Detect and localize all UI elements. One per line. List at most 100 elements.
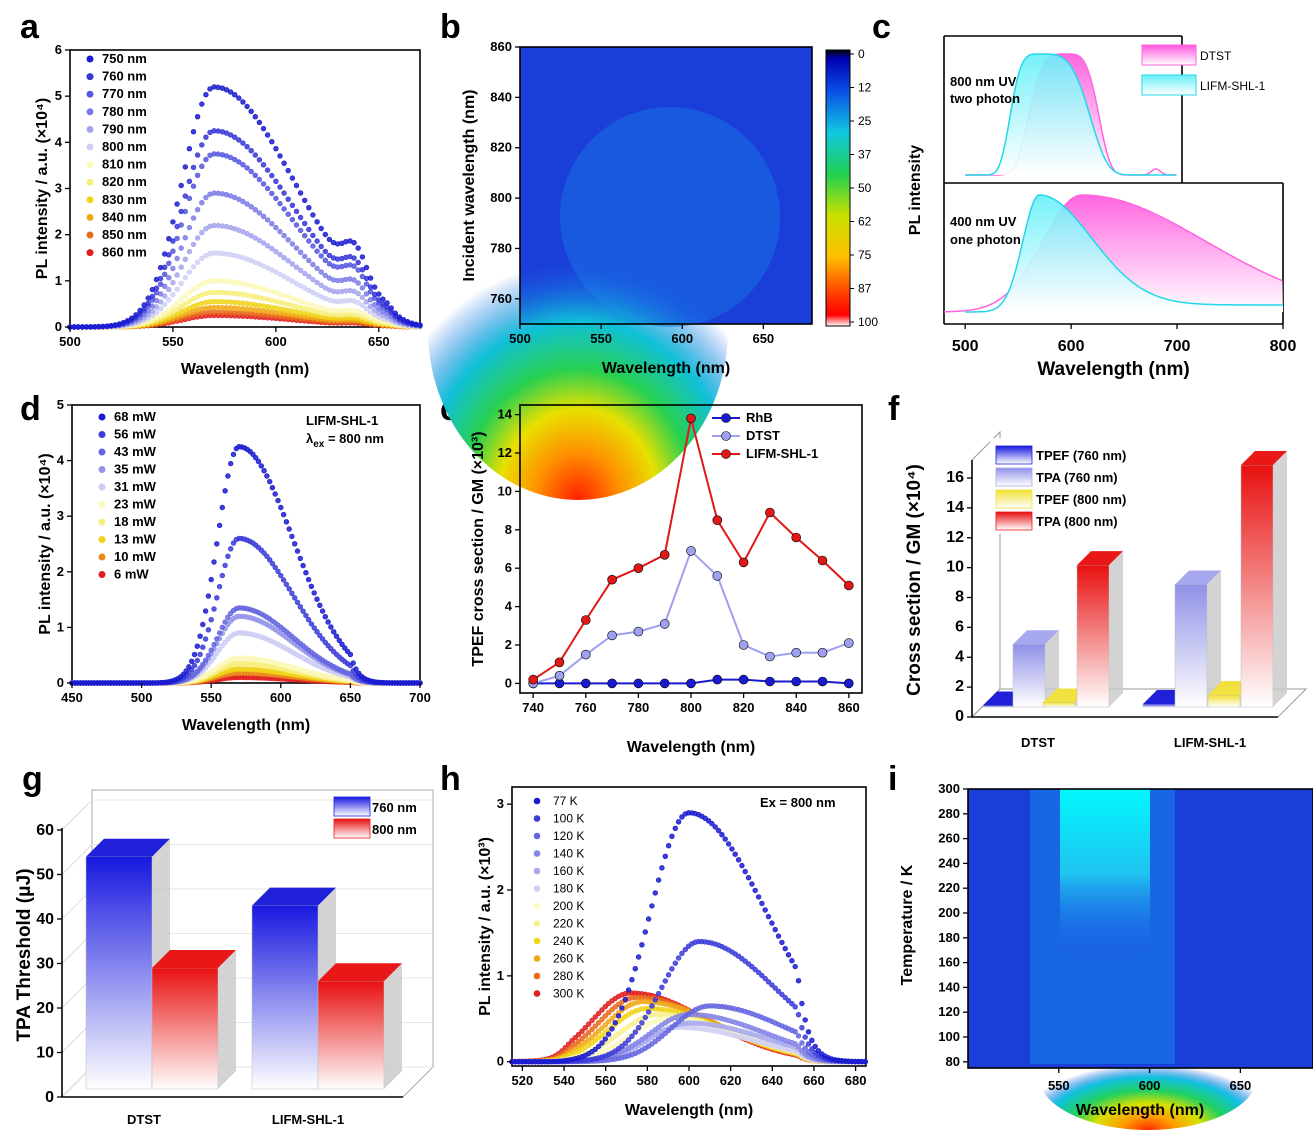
panel-i-heatmap-top: [1060, 789, 1150, 959]
panel-f-bar: [982, 705, 1016, 708]
panel-d-point: [289, 590, 295, 596]
panel-h-ytick-label: 0: [497, 1054, 504, 1069]
panel-a-point: [236, 95, 242, 101]
panel-d-point: [208, 616, 214, 623]
panel-h-point: [755, 894, 762, 900]
panel-a-point: [326, 252, 333, 259]
panel-a-point: [166, 297, 172, 303]
panel-a-point: [240, 99, 246, 105]
panel-e-series-point: [712, 674, 723, 685]
panel-a-point: [178, 245, 184, 251]
panel-a-point: [232, 156, 238, 163]
panel-c-xtick-label: 600: [1058, 338, 1085, 355]
panel-a-point: [252, 172, 259, 179]
panel-a-point: [240, 162, 246, 168]
panel-a-point: [244, 144, 250, 150]
panel-a-point: [269, 139, 275, 145]
panel-label-a: a: [20, 8, 40, 46]
panel-d-point: [280, 511, 287, 518]
panel-d-legend-5-label: 23 mW: [114, 497, 157, 512]
panel-b-colorbar-label: 12: [858, 81, 872, 95]
panel-b-ytick-label: 820: [490, 140, 512, 155]
panel-a-point: [162, 310, 168, 316]
panel-e-series-point: [817, 647, 828, 658]
panel-h-point: [799, 1000, 805, 1007]
panel-d-point: [255, 458, 262, 465]
panel-h-legend-label: 160 K: [553, 864, 584, 878]
panel-g-side-grid: [61, 799, 93, 831]
panel-d-point: [264, 473, 270, 479]
panel-a-point: [269, 190, 275, 197]
panel-label-g: g: [22, 760, 43, 798]
panel-a-legend-11-label: 860 nm: [102, 245, 147, 260]
panel-g-bar: [151, 967, 219, 1090]
panel-d-ytick-label: 1: [57, 619, 64, 634]
panel-h-legend-marker: [533, 920, 541, 927]
panel-h-point: [669, 966, 675, 972]
panel-d-legend-9-marker: [98, 571, 106, 578]
panel-h-xtick-label: 680: [845, 1073, 867, 1088]
panel-f-legend-label: TPEF (800 nm): [1036, 492, 1126, 507]
panel-c-xtick-label: 500: [952, 338, 979, 355]
panel-a-point: [281, 206, 287, 212]
panel-a-point: [318, 243, 324, 250]
panel-a-point: [264, 265, 271, 271]
panel-a-point: [244, 165, 250, 171]
panel-a-point: [363, 264, 370, 271]
panel-h-point: [809, 1037, 815, 1044]
panel-a-point: [194, 113, 201, 120]
panel-a-point: [310, 276, 316, 283]
panel-d-point: [228, 460, 234, 467]
panel-e-xtick-label: 820: [733, 700, 755, 715]
panel-e-series-point: [554, 670, 565, 681]
panel-a-point: [293, 182, 300, 189]
panel-c-lifm-bottom-line: [965, 194, 1283, 313]
panel-a-point: [372, 284, 378, 290]
panel-a-point: [182, 301, 189, 307]
panel-h-point: [665, 972, 672, 978]
panel-d-point: [292, 541, 298, 547]
panel-a-point: [133, 312, 139, 318]
panel-h-point: [752, 887, 758, 894]
panel-h-point: [795, 1011, 802, 1018]
panel-h-point: [802, 1034, 808, 1040]
panel-e-series-point: [791, 676, 802, 687]
panel-a-point: [417, 322, 423, 328]
panel-a-point: [281, 160, 287, 166]
panel-e-series-point: [738, 674, 749, 685]
panel-d-point: [300, 562, 306, 569]
panel-a-point: [273, 269, 279, 275]
panel-h-point: [775, 933, 782, 939]
panel-a-point: [182, 235, 189, 241]
panel-f-ytick-label: 14: [946, 499, 964, 516]
panel-d-point: [194, 657, 201, 664]
panel-a-point: [260, 240, 267, 246]
panel-e-series-point: [765, 507, 775, 518]
panel-a-point: [248, 233, 254, 239]
panel-h-point: [789, 957, 795, 964]
panel-a-point: [260, 162, 267, 168]
panel-label-c: c: [872, 8, 891, 46]
panel-b-xtick-label: 650: [752, 331, 774, 346]
panel-b-ytick-label: 760: [490, 291, 512, 306]
panel-h-legend-label: 77 K: [553, 794, 578, 808]
panel-d-legend-8-marker: [98, 553, 106, 561]
panel-b-ylabel: Incident wavelength (nm): [461, 89, 478, 281]
panel-a-point: [199, 230, 205, 236]
panel-a-point: [199, 200, 205, 206]
panel-e-ytick-label: 0: [505, 675, 512, 690]
panel-d-point: [294, 548, 301, 554]
panel-e-series-point: [607, 678, 617, 689]
panel-h-point: [615, 1013, 622, 1019]
panel-h-point: [629, 1033, 635, 1040]
panel-e-series-point: [607, 574, 617, 585]
panel-a-point: [227, 132, 234, 138]
panel-f-ytick-label: 6: [955, 618, 964, 635]
panel-a-point: [285, 276, 291, 282]
panel-h-point: [739, 862, 745, 869]
panel-h-point: [635, 1024, 642, 1031]
panel-a-point: [227, 89, 234, 95]
panel-h-point: [729, 846, 735, 852]
panel-e-ytick-label: 14: [498, 407, 513, 422]
